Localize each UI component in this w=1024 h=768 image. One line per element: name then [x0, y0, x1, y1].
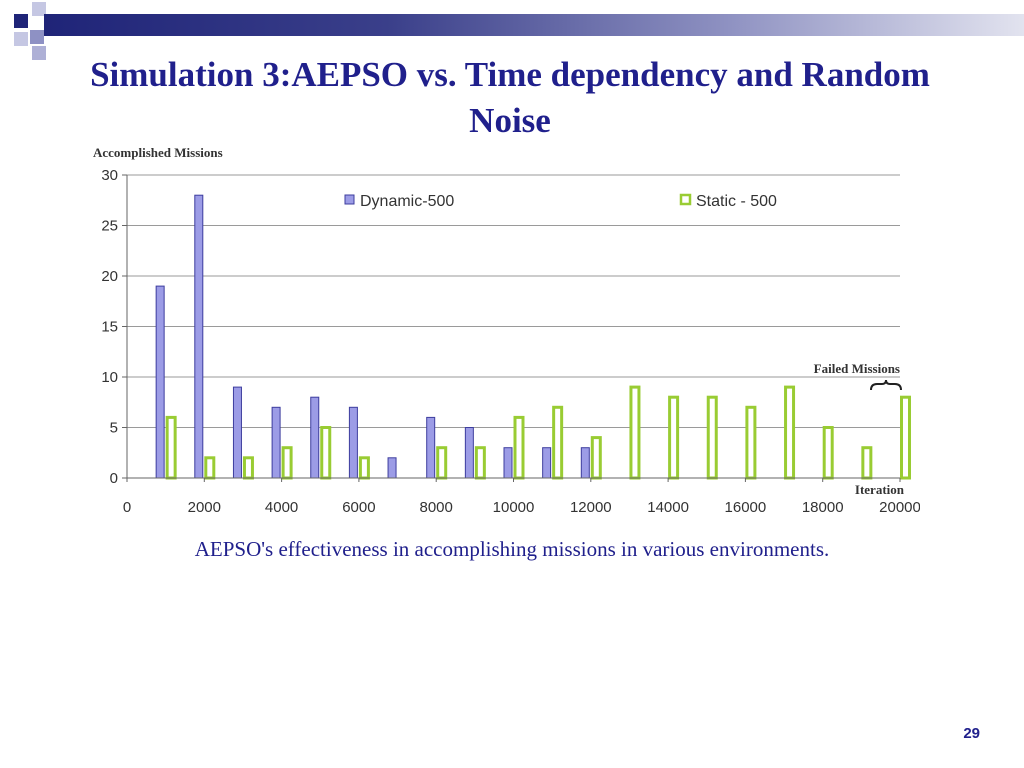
static-bar [165, 415, 177, 480]
static-bar [900, 395, 911, 480]
y-tick-label: 20 [101, 268, 118, 285]
static-bar [358, 456, 370, 480]
static-bar [320, 426, 332, 480]
x-tick-label: 6000 [342, 499, 375, 516]
y-tick-label: 30 [101, 167, 118, 184]
corner-square-mid [32, 46, 46, 60]
y-tick-label: 10 [101, 369, 118, 386]
x-tick-label: 4000 [265, 499, 298, 516]
dynamic-bar [348, 406, 358, 479]
y-axis-label: Accomplished Missions [93, 145, 223, 160]
x-tick-label: 18000 [802, 499, 844, 516]
dynamic-bar [580, 447, 590, 479]
static-bar [745, 405, 757, 480]
static-bar [629, 385, 641, 480]
dynamic-bar [232, 386, 242, 479]
static-bar [822, 426, 834, 480]
x-tick-label: 10000 [493, 499, 535, 516]
static-bar [784, 385, 796, 480]
x-tick-label: 2000 [188, 499, 221, 516]
brace-icon [870, 379, 902, 391]
dynamic-bar [503, 447, 513, 479]
static-bar [513, 415, 525, 480]
x-tick-label: 16000 [725, 499, 767, 516]
corner-square-light [32, 2, 46, 16]
x-tick-label: 8000 [420, 499, 453, 516]
static-bar [590, 436, 602, 480]
legend-swatch-static [679, 193, 692, 206]
legend-swatch-dynamic [344, 194, 355, 205]
y-tick-label: 15 [101, 319, 118, 336]
y-tick-label: 25 [101, 218, 118, 235]
dynamic-bar [426, 416, 436, 479]
x-tick-label: 0 [123, 499, 131, 516]
static-bar [474, 446, 486, 480]
corner-square-navy [14, 14, 28, 28]
header-gradient-bar [44, 14, 1024, 36]
chart-container: 0 5 10 15 20 25 30 0 2000 4000 6000 8000 10000 12000 1… [80, 135, 921, 525]
dynamic-bar [310, 396, 320, 479]
x-tick-label: 12000 [570, 499, 612, 516]
static-bar [668, 395, 680, 480]
dynamic-bar [464, 427, 474, 479]
static-bar [436, 446, 448, 480]
dynamic-bar [542, 447, 552, 479]
slide-title: Simulation 3:AEPSO vs. Time dependency a… [90, 55, 930, 140]
static-bar [706, 395, 718, 480]
x-tick-label: 14000 [647, 499, 689, 516]
static-bar [861, 446, 873, 480]
x-axis-label: Iteration [855, 482, 905, 497]
corner-square-light [14, 32, 28, 46]
corner-square-mid [30, 30, 44, 44]
page-number: 29 [963, 725, 980, 742]
dynamic-bar [155, 285, 165, 479]
slide-caption: AEPSO's effectiveness in accomplishing m… [194, 537, 830, 561]
failed-missions-annotation: Failed Missions [814, 361, 900, 376]
static-bar [242, 456, 254, 480]
dynamic-bar [387, 457, 397, 479]
static-bar [281, 446, 293, 480]
dynamic-bar [194, 194, 204, 479]
dynamic-bar [271, 406, 281, 479]
legend: Dynamic-500 Static - 500 [344, 193, 777, 210]
static-bar [552, 405, 564, 480]
x-tick-label: 20000 [879, 499, 920, 516]
y-tick-label: 5 [110, 420, 118, 437]
legend-label-dynamic: Dynamic-500 [360, 193, 454, 210]
legend-label-static: Static - 500 [696, 193, 777, 210]
bar-chart: 0 5 10 15 20 25 30 0 2000 4000 6000 8000 10000 12000 1… [93, 145, 921, 516]
static-bar [204, 456, 216, 480]
y-tick-label: 0 [110, 470, 118, 487]
